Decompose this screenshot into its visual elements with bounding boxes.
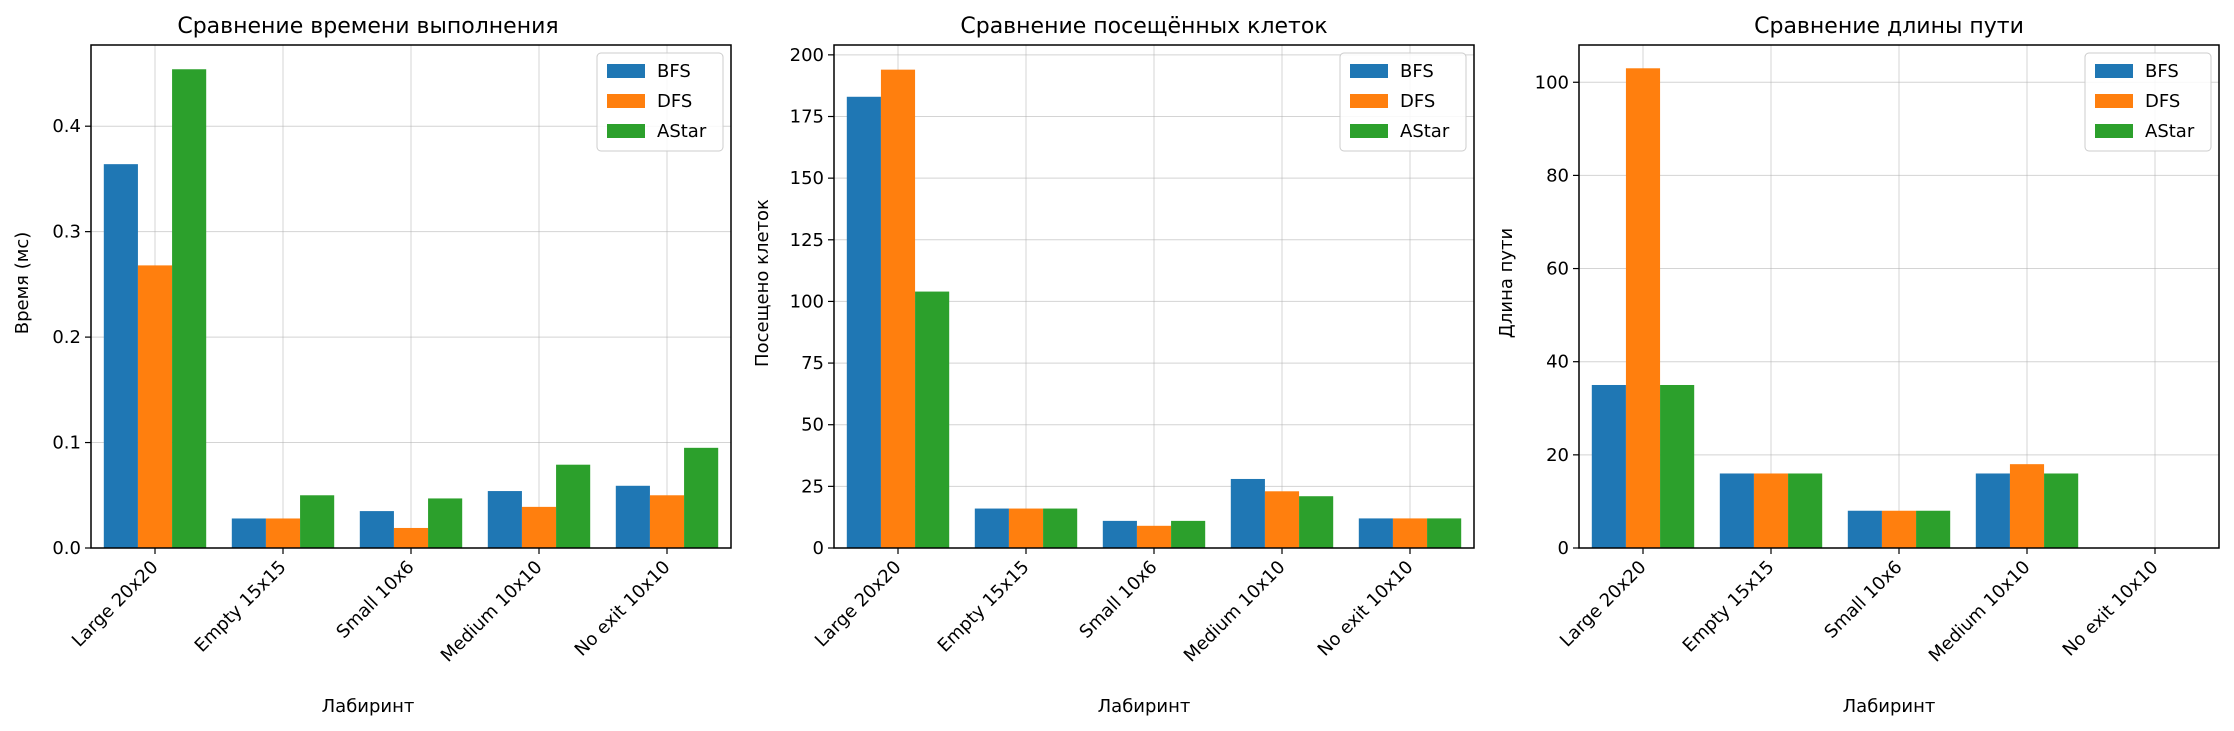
legend-label: DFS: [657, 91, 692, 112]
bar-dfs: [521, 506, 557, 548]
y-tick-label: 0.0: [52, 538, 81, 559]
legend: BFS DFS AStar: [1339, 52, 1467, 152]
y-tick-label: 100: [790, 291, 824, 312]
bar-dfs: [1008, 508, 1044, 548]
legend-label: AStar: [1400, 121, 1450, 142]
bar-dfs: [2009, 464, 2045, 548]
bar-dfs: [1264, 491, 1300, 548]
y-axis-label: Длина пути: [1496, 228, 1517, 338]
bar-bfs: [487, 491, 522, 548]
y-tick-label: 0: [813, 538, 824, 559]
bar-dfs: [649, 495, 685, 548]
legend: BFS DFS AStar: [596, 52, 724, 152]
y-tick-label: 0.3: [52, 222, 81, 243]
y-tick-label: 150: [790, 168, 824, 189]
bar-dfs: [1625, 68, 1661, 548]
legend-label: DFS: [1400, 91, 1435, 112]
bar-bfs: [1591, 384, 1626, 548]
y-tick-label: 100: [1535, 72, 1569, 93]
bar-dfs: [265, 518, 301, 548]
bar-dfs: [393, 527, 429, 548]
bar-astar: [1788, 473, 1823, 548]
legend-swatch-astar: [2095, 124, 2133, 138]
bar-bfs: [1358, 518, 1393, 548]
bar-astar: [915, 291, 950, 548]
bar-astar: [1916, 510, 1951, 548]
bar-bfs: [1102, 520, 1137, 548]
bar-astar: [300, 495, 335, 548]
legend: BFS DFS AStar: [2084, 52, 2212, 152]
x-axis-label: Лабиринт: [1843, 696, 1936, 717]
bar-dfs: [1753, 473, 1789, 548]
y-tick-label: 200: [790, 45, 824, 66]
bar-dfs: [1392, 518, 1428, 548]
bar-astar: [1660, 384, 1695, 548]
legend-label: AStar: [657, 121, 707, 142]
bar-astar: [1171, 520, 1206, 548]
bar-astar: [428, 498, 463, 548]
bar-bfs: [1230, 478, 1265, 548]
bar-astar: [1427, 518, 1462, 548]
y-tick-label: 125: [790, 230, 824, 251]
y-tick-label: 20: [1546, 445, 1569, 466]
bar-bfs: [359, 511, 394, 548]
legend-label: AStar: [2145, 121, 2195, 142]
legend-label: BFS: [1400, 61, 1434, 82]
chart-title: Сравнение длины пути: [1754, 14, 2024, 39]
y-tick-label: 80: [1546, 165, 1569, 186]
bar-astar: [556, 464, 591, 548]
y-tick-label: 75: [801, 353, 824, 374]
y-tick-label: 175: [790, 107, 824, 128]
bar-bfs: [1975, 473, 2010, 548]
bar-bfs: [1719, 473, 1754, 548]
legend-swatch-astar: [1350, 124, 1388, 138]
bar-dfs: [1136, 525, 1172, 548]
y-tick-label: 0.1: [52, 433, 81, 454]
legend-swatch-dfs: [1350, 94, 1388, 108]
x-axis-label: Лабиринт: [1098, 696, 1191, 717]
bar-dfs: [880, 69, 916, 548]
y-tick-label: 0.2: [52, 327, 81, 348]
bar-astar: [2044, 473, 2079, 548]
y-tick-label: 50: [801, 415, 824, 436]
legend-label: DFS: [2145, 91, 2180, 112]
y-tick-label: 0: [1558, 538, 1569, 559]
y-tick-label: 40: [1546, 352, 1569, 373]
y-tick-label: 25: [801, 476, 824, 497]
bar-astar: [1299, 496, 1334, 548]
bar-dfs: [137, 265, 173, 548]
y-tick-label: 0.4: [52, 116, 81, 137]
legend-label: BFS: [657, 61, 691, 82]
bar-astar: [1043, 508, 1078, 548]
legend-swatch-dfs: [2095, 94, 2133, 108]
legend-swatch-bfs: [607, 64, 645, 78]
y-axis-label: Время (мс): [12, 232, 33, 335]
y-tick-label: 60: [1546, 259, 1569, 280]
legend-label: BFS: [2145, 61, 2179, 82]
bar-dfs: [1881, 510, 1917, 548]
bar-bfs: [103, 164, 138, 548]
bar-bfs: [231, 518, 266, 548]
legend-swatch-astar: [607, 124, 645, 138]
bar-astar: [684, 447, 719, 548]
legend-swatch-bfs: [2095, 64, 2133, 78]
bar-bfs: [974, 508, 1009, 548]
legend-swatch-bfs: [1350, 64, 1388, 78]
y-axis-label: Посещено клеток: [752, 199, 773, 367]
bar-bfs: [615, 485, 650, 548]
bar-astar: [172, 69, 207, 549]
x-axis-label: Лабиринт: [322, 696, 415, 717]
bar-bfs: [1847, 510, 1882, 548]
bar-bfs: [846, 96, 881, 548]
chart-title: Сравнение времени выполнения: [177, 14, 558, 39]
legend-swatch-dfs: [607, 94, 645, 108]
chart-title: Сравнение посещённых клеток: [960, 14, 1327, 39]
